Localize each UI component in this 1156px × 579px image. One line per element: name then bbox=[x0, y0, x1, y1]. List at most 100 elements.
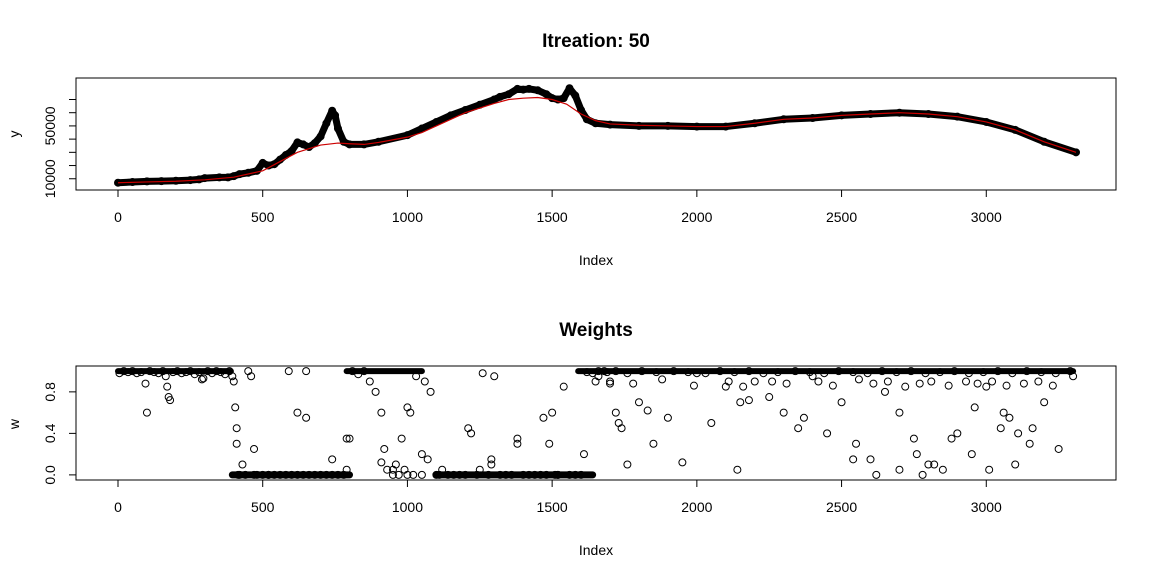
data-point bbox=[409, 470, 418, 479]
x-tick-label: 0 bbox=[114, 499, 122, 515]
data-point bbox=[565, 84, 574, 93]
data-point bbox=[388, 465, 397, 474]
data-point bbox=[739, 382, 748, 391]
data-point bbox=[571, 91, 580, 100]
data-point bbox=[232, 439, 241, 448]
data-point bbox=[377, 458, 386, 467]
panel-1-x-axis: 0 500 1000 1500 2000 2500 3000 bbox=[114, 189, 1002, 225]
data-point bbox=[371, 387, 380, 396]
x-tick-label: 2500 bbox=[826, 209, 857, 225]
data-point bbox=[377, 408, 386, 417]
data-point bbox=[866, 455, 875, 464]
data-point bbox=[539, 413, 548, 422]
data-point bbox=[869, 379, 878, 388]
x-tick-label: 1500 bbox=[537, 499, 568, 515]
data-point bbox=[316, 132, 325, 141]
data-point bbox=[643, 406, 652, 415]
data-point bbox=[1002, 381, 1011, 390]
x-tick-label: 0 bbox=[114, 209, 122, 225]
panel-2: Weights 0 500 1000 1500 2000 2500 3000 0.00.40… bbox=[6, 320, 1117, 558]
data-point bbox=[417, 470, 426, 479]
data-point bbox=[634, 398, 643, 407]
x-tick-label: 1000 bbox=[392, 499, 423, 515]
x-tick-label: 2000 bbox=[681, 209, 712, 225]
y-tick-label: 0.4 bbox=[42, 423, 58, 443]
data-point bbox=[982, 117, 991, 126]
data-point bbox=[548, 94, 557, 103]
data-point bbox=[837, 398, 846, 407]
y-tick-label: 10000 bbox=[42, 159, 58, 198]
series-points-trace bbox=[114, 84, 1080, 187]
data-point bbox=[999, 408, 1008, 417]
data-point bbox=[533, 86, 542, 95]
data-point bbox=[302, 413, 311, 422]
data-point bbox=[548, 408, 557, 417]
data-point bbox=[464, 424, 473, 433]
data-point bbox=[733, 465, 742, 474]
x-tick-label: 2500 bbox=[826, 499, 857, 515]
data-point bbox=[490, 372, 499, 381]
data-point bbox=[1054, 444, 1063, 453]
y-tick-label: 0.0 bbox=[42, 465, 58, 485]
data-point bbox=[328, 455, 337, 464]
data-point bbox=[854, 375, 863, 384]
data-point bbox=[423, 455, 432, 464]
data-point bbox=[380, 444, 389, 453]
data-point bbox=[504, 90, 513, 99]
data-point bbox=[142, 408, 151, 417]
data-point bbox=[403, 403, 412, 412]
data-point bbox=[765, 393, 774, 402]
data-point bbox=[953, 429, 962, 438]
data-point bbox=[345, 434, 354, 443]
data-point bbox=[930, 460, 939, 469]
data-point bbox=[199, 374, 208, 383]
data-point bbox=[513, 439, 522, 448]
data-point bbox=[828, 381, 837, 390]
data-point bbox=[724, 377, 733, 386]
data-point bbox=[487, 455, 496, 464]
data-point bbox=[901, 382, 910, 391]
fit-line bbox=[117, 96, 1077, 184]
data-point bbox=[1011, 125, 1020, 134]
data-point bbox=[912, 450, 921, 459]
data-point bbox=[1072, 148, 1080, 157]
data-point bbox=[1025, 439, 1034, 448]
data-point bbox=[782, 379, 791, 388]
panel-1-title: Itreation: 50 bbox=[542, 31, 650, 52]
data-point bbox=[524, 84, 533, 93]
data-point bbox=[215, 173, 224, 182]
data-point bbox=[962, 377, 971, 386]
panel-1-y-label: y bbox=[6, 131, 22, 138]
data-point bbox=[744, 396, 753, 405]
data-point bbox=[1005, 413, 1014, 422]
data-point bbox=[1019, 379, 1028, 388]
data-point bbox=[166, 396, 175, 405]
data-point bbox=[365, 377, 374, 386]
y-tick-label: 50000 bbox=[42, 106, 58, 145]
x-tick-label: 3000 bbox=[971, 209, 1002, 225]
data-point bbox=[872, 470, 881, 479]
data-point bbox=[513, 434, 522, 443]
x-tick-label: 500 bbox=[251, 209, 275, 225]
data-point bbox=[545, 439, 554, 448]
data-point bbox=[141, 379, 150, 388]
data-point bbox=[606, 377, 615, 386]
data-point bbox=[238, 460, 247, 469]
data-point bbox=[895, 465, 904, 474]
panel-1: Itreation: 50 0 500 1000 1500 2000 2500 3000 1… bbox=[6, 31, 1117, 268]
panel-2-x-label: Index bbox=[579, 542, 613, 558]
data-point bbox=[235, 170, 244, 179]
data-point bbox=[944, 381, 953, 390]
panel-2-title: Weights bbox=[559, 320, 633, 341]
data-point bbox=[750, 377, 759, 386]
data-point bbox=[707, 419, 716, 427]
data-point bbox=[163, 382, 172, 391]
data-point bbox=[302, 367, 311, 376]
data-point bbox=[849, 455, 858, 464]
data-point bbox=[880, 387, 889, 396]
data-point bbox=[542, 90, 551, 99]
data-point bbox=[403, 470, 412, 479]
data-point bbox=[967, 450, 976, 459]
data-point bbox=[814, 377, 823, 386]
data-point bbox=[1011, 460, 1020, 469]
